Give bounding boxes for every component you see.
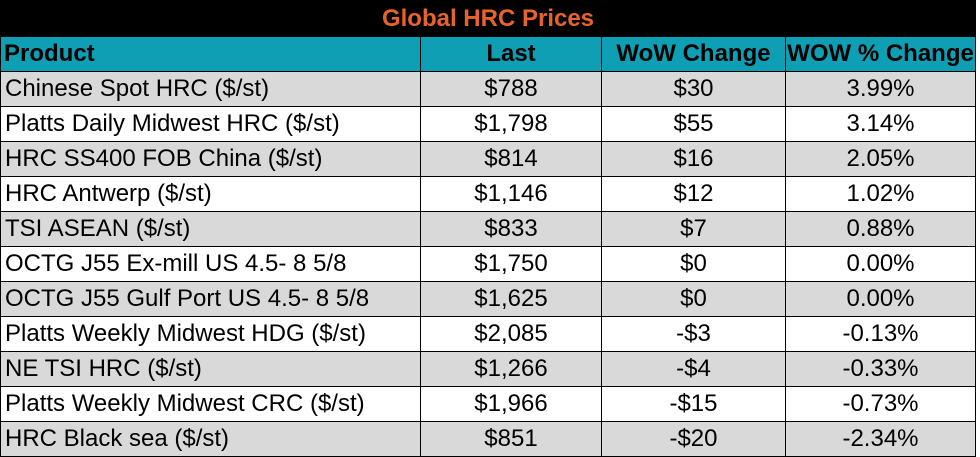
table-row: Chinese Spot HRC ($/st) $788 $30 3.99%: [0, 71, 976, 107]
product-cell: Platts Weekly Midwest HDG ($/st): [0, 316, 421, 352]
wow-change-cell: $30: [601, 71, 786, 107]
header-product: Product: [0, 36, 421, 72]
last-cell: $788: [420, 71, 602, 107]
last-cell: $2,085: [420, 316, 602, 352]
product-cell: HRC Antwerp ($/st): [0, 176, 421, 212]
product-cell: HRC Black sea ($/st): [0, 421, 421, 457]
table-row: HRC Black sea ($/st) $851 -$20 -2.34%: [0, 421, 976, 457]
table-row: NE TSI HRC ($/st) $1,266 -$4 -0.33%: [0, 351, 976, 387]
product-cell: TSI ASEAN ($/st): [0, 211, 421, 247]
wow-change-cell: -$15: [601, 386, 786, 422]
wow-change-cell: -$3: [601, 316, 786, 352]
table-row: TSI ASEAN ($/st) $833 $7 0.88%: [0, 211, 976, 247]
wow-pct-cell: 3.14%: [785, 106, 976, 142]
wow-pct-cell: 0.00%: [785, 281, 976, 317]
product-cell: Platts Daily Midwest HRC ($/st): [0, 106, 421, 142]
last-cell: $1,966: [420, 386, 602, 422]
wow-pct-cell: 1.02%: [785, 176, 976, 212]
header-wow-change: WoW Change: [601, 36, 786, 72]
table-row: Platts Daily Midwest HRC ($/st) $1,798 $…: [0, 106, 976, 142]
header-row: Product Last WoW Change WOW % Change: [0, 36, 976, 72]
wow-change-cell: $55: [601, 106, 786, 142]
last-cell: $1,146: [420, 176, 602, 212]
header-wow-pct-change: WOW % Change: [785, 36, 976, 72]
last-cell: $851: [420, 421, 602, 457]
table-row: Platts Weekly Midwest HDG ($/st) $2,085 …: [0, 316, 976, 352]
last-cell: $814: [420, 141, 602, 177]
last-cell: $1,798: [420, 106, 602, 142]
wow-change-cell: $0: [601, 246, 786, 282]
last-cell: $1,266: [420, 351, 602, 387]
wow-pct-cell: -0.73%: [785, 386, 976, 422]
wow-pct-cell: 0.00%: [785, 246, 976, 282]
wow-change-cell: $12: [601, 176, 786, 212]
title-row: Global HRC Prices: [0, 0, 976, 37]
wow-pct-cell: -2.34%: [785, 421, 976, 457]
table-row: OCTG J55 Ex-mill US 4.5- 8 5/8 $1,750 $0…: [0, 246, 976, 282]
last-cell: $1,750: [420, 246, 602, 282]
product-cell: Platts Weekly Midwest CRC ($/st): [0, 386, 421, 422]
wow-pct-cell: 2.05%: [785, 141, 976, 177]
product-cell: OCTG J55 Ex-mill US 4.5- 8 5/8: [0, 246, 421, 282]
wow-pct-cell: -0.13%: [785, 316, 976, 352]
wow-change-cell: -$20: [601, 421, 786, 457]
table-row: OCTG J55 Gulf Port US 4.5- 8 5/8 $1,625 …: [0, 281, 976, 317]
product-cell: Chinese Spot HRC ($/st): [0, 71, 421, 107]
table-row: Platts Weekly Midwest CRC ($/st) $1,966 …: [0, 386, 976, 422]
product-cell: OCTG J55 Gulf Port US 4.5- 8 5/8: [0, 281, 421, 317]
wow-change-cell: $0: [601, 281, 786, 317]
product-cell: NE TSI HRC ($/st): [0, 351, 421, 387]
last-cell: $833: [420, 211, 602, 247]
product-cell: HRC SS400 FOB China ($/st): [0, 141, 421, 177]
last-cell: $1,625: [420, 281, 602, 317]
wow-pct-cell: -0.33%: [785, 351, 976, 387]
header-last: Last: [420, 36, 602, 72]
wow-change-cell: -$4: [601, 351, 786, 387]
table-title: Global HRC Prices: [0, 0, 976, 37]
wow-pct-cell: 3.99%: [785, 71, 976, 107]
table-row: HRC SS400 FOB China ($/st) $814 $16 2.05…: [0, 141, 976, 177]
wow-change-cell: $16: [601, 141, 786, 177]
table-row: HRC Antwerp ($/st) $1,146 $12 1.02%: [0, 176, 976, 212]
wow-change-cell: $7: [601, 211, 786, 247]
wow-pct-cell: 0.88%: [785, 211, 976, 247]
